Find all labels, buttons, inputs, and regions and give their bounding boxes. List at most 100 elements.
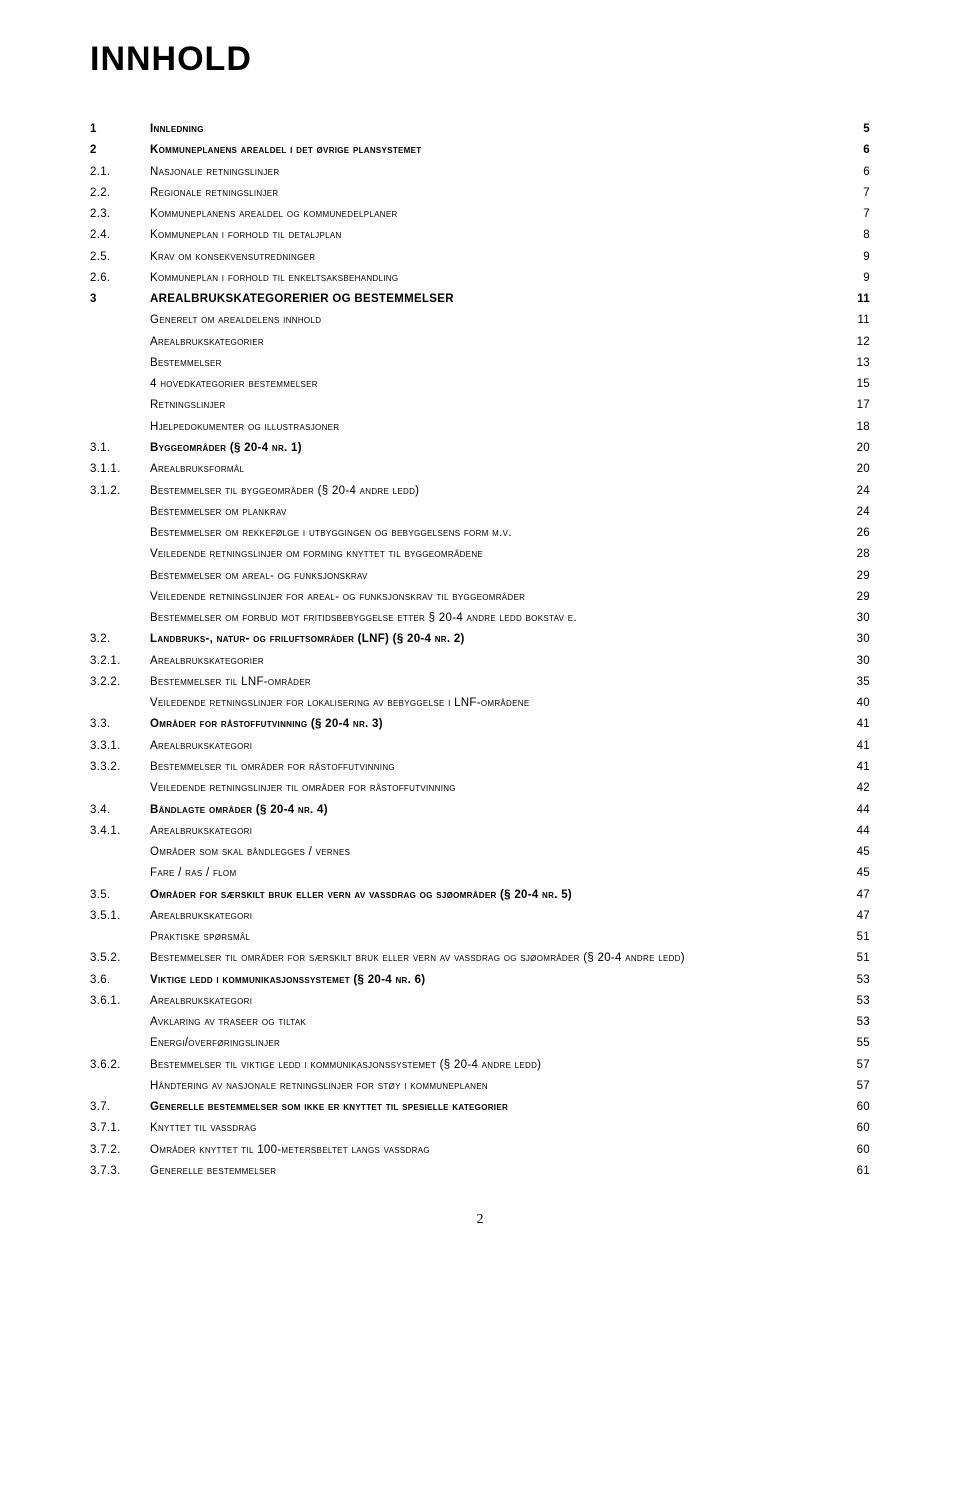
toc-row: Hjelpedokumenter og illustrasjoner18: [90, 417, 870, 438]
toc-text: Områder for særskilt bruk eller vern av …: [150, 885, 847, 906]
toc-page: 53: [847, 991, 870, 1012]
toc-page: 29: [847, 587, 870, 608]
toc-text: Innledning: [150, 119, 853, 140]
toc-text: Viktige ledd i kommunikasjonssystemet (§…: [150, 970, 847, 991]
toc-page: 9: [853, 247, 870, 268]
toc-text: Båndlagte områder (§ 20-4 nr. 4): [150, 800, 847, 821]
toc-row: Praktiske spørsmål51: [90, 927, 870, 948]
toc-row: 2.1.Nasjonale retningslinjer6: [90, 162, 870, 183]
toc-text: Nasjonale retningslinjer: [150, 162, 853, 183]
toc-page: 17: [847, 395, 870, 416]
toc-row: 3.5.Områder for særskilt bruk eller vern…: [90, 885, 870, 906]
toc-text: Generelle bestemmelser som ikke er knytt…: [150, 1097, 847, 1118]
toc-row: 3.2.1.Arealbrukskategorier30: [90, 651, 870, 672]
toc-text: Landbruks-, natur- og friluftsområder (L…: [150, 629, 847, 650]
toc-row: Håndtering av nasjonale retningslinjer f…: [90, 1076, 870, 1097]
toc-number: 2.1.: [90, 162, 150, 183]
toc-row: 2.2.Regionale retningslinjer7: [90, 183, 870, 204]
toc-text: Bestemmelser til områder for råstoffutvi…: [150, 757, 847, 778]
toc-page: 35: [847, 672, 870, 693]
toc-number: 3.5.: [90, 885, 150, 906]
toc-text: Veiledende retningslinjer for lokaliseri…: [150, 693, 847, 714]
toc-row: 2.5.Krav om konsekvensutredninger9: [90, 247, 870, 268]
toc-page: 5: [853, 119, 870, 140]
toc-number: 2.5.: [90, 247, 150, 268]
toc-page: 45: [847, 863, 870, 884]
toc-text: Kommuneplanens arealdel og kommunedelpla…: [150, 204, 853, 225]
toc-number: 3.2.2.: [90, 672, 150, 693]
toc-number: 3.4.1.: [90, 821, 150, 842]
toc-text: Veiledende retningslinjer til områder fo…: [150, 778, 847, 799]
toc-text: Kommuneplan i forhold til detaljplan: [150, 225, 853, 246]
toc-number: 2: [90, 140, 150, 161]
toc-number: 3: [90, 289, 150, 310]
toc-text: AREALBRUKSKATEGORERIER OG BESTEMMELSER: [150, 289, 847, 310]
toc-number: 3.2.: [90, 629, 150, 650]
toc-page: 7: [853, 183, 870, 204]
toc-number: 3.7.2.: [90, 1140, 150, 1161]
toc-row: Veiledende retningslinjer for lokaliseri…: [90, 693, 870, 714]
toc-page: 61: [847, 1161, 870, 1182]
toc-row: Bestemmelser om forbud mot fritidsbebygg…: [90, 608, 870, 629]
toc-row: 3.7.Generelle bestemmelser som ikke er k…: [90, 1097, 870, 1118]
toc-page: 6: [853, 162, 870, 183]
toc-row: 2.6.Kommuneplan i forhold til enkeltsaks…: [90, 268, 870, 289]
toc-text: Regionale retningslinjer: [150, 183, 853, 204]
toc-text: Bestemmelser til områder for særskilt br…: [150, 948, 847, 969]
toc-text: Krav om konsekvensutredninger: [150, 247, 853, 268]
toc-page: 51: [847, 948, 870, 969]
toc-text: Avklaring av traseer og tiltak: [150, 1012, 847, 1033]
toc-page: 30: [847, 651, 870, 672]
toc-page: 28: [847, 544, 870, 565]
toc-text: Fare / ras / flom: [150, 863, 847, 884]
toc-text: Bestemmelser til byggeområder (§ 20-4 an…: [150, 481, 847, 502]
toc-text: Områder knyttet til 100-metersbeltet lan…: [150, 1140, 847, 1161]
toc-row: 3AREALBRUKSKATEGORERIER OG BESTEMMELSER1…: [90, 289, 870, 310]
toc-number: 3.6.2.: [90, 1055, 150, 1076]
toc-text: Arealbruksformål: [150, 459, 847, 480]
toc-number: 3.3.: [90, 714, 150, 735]
toc-page: 6: [853, 140, 870, 161]
toc-number: 1: [90, 119, 150, 140]
toc-number: 3.1.: [90, 438, 150, 459]
toc-page: 20: [847, 438, 870, 459]
toc-page: 15: [847, 374, 870, 395]
toc-row: Retningslinjer17: [90, 395, 870, 416]
toc-text: Veiledende retningslinjer om forming kny…: [150, 544, 847, 565]
toc-text: Områder som skal båndlegges / vernes: [150, 842, 847, 863]
toc-text: Bestemmelser om forbud mot fritidsbebygg…: [150, 608, 847, 629]
toc-row: 3.1.Byggeområder (§ 20-4 nr. 1)20: [90, 438, 870, 459]
toc-page: 44: [847, 821, 870, 842]
toc-number: 2.4.: [90, 225, 150, 246]
toc-page: 29: [847, 566, 870, 587]
toc-page: 11: [847, 289, 870, 310]
toc-page: 47: [847, 885, 870, 906]
toc-text: Kommuneplan i forhold til enkeltsaksbeha…: [150, 268, 853, 289]
toc-page: 11: [847, 310, 870, 331]
toc-page: 57: [847, 1076, 870, 1097]
toc-number: 3.2.1.: [90, 651, 150, 672]
toc-text: Arealbrukskategorier: [150, 651, 847, 672]
toc-row: 3.1.2.Bestemmelser til byggeområder (§ 2…: [90, 481, 870, 502]
toc-row: 2.4.Kommuneplan i forhold til detaljplan…: [90, 225, 870, 246]
toc-number: 3.5.2.: [90, 948, 150, 969]
toc-text: Generelle bestemmelser: [150, 1161, 847, 1182]
toc-row: Fare / ras / flom45: [90, 863, 870, 884]
toc-text: Arealbrukskategorier: [150, 332, 847, 353]
toc-page: 7: [853, 204, 870, 225]
toc-row: 3.7.2.Områder knyttet til 100-metersbelt…: [90, 1140, 870, 1161]
toc-number: 2.6.: [90, 268, 150, 289]
toc-row: 3.6.Viktige ledd i kommunikasjonssysteme…: [90, 970, 870, 991]
toc-number: 2.2.: [90, 183, 150, 204]
toc-text: Byggeområder (§ 20-4 nr. 1): [150, 438, 847, 459]
toc-row: Bestemmelser om rekkefølge i utbyggingen…: [90, 523, 870, 544]
toc-page: 24: [847, 481, 870, 502]
toc-row: Energi/overføringslinjer55: [90, 1033, 870, 1054]
toc-row: 2Kommuneplanens arealdel i det øvrige pl…: [90, 140, 870, 161]
toc-page: 55: [847, 1033, 870, 1054]
toc-text: Kommuneplanens arealdel i det øvrige pla…: [150, 140, 853, 161]
toc-row: 3.5.1.Arealbrukskategori47: [90, 906, 870, 927]
toc-row: Veiledende retningslinjer til områder fo…: [90, 778, 870, 799]
toc-text: Bestemmelser om plankrav: [150, 502, 847, 523]
toc-row: Bestemmelser om areal- og funksjonskrav2…: [90, 566, 870, 587]
